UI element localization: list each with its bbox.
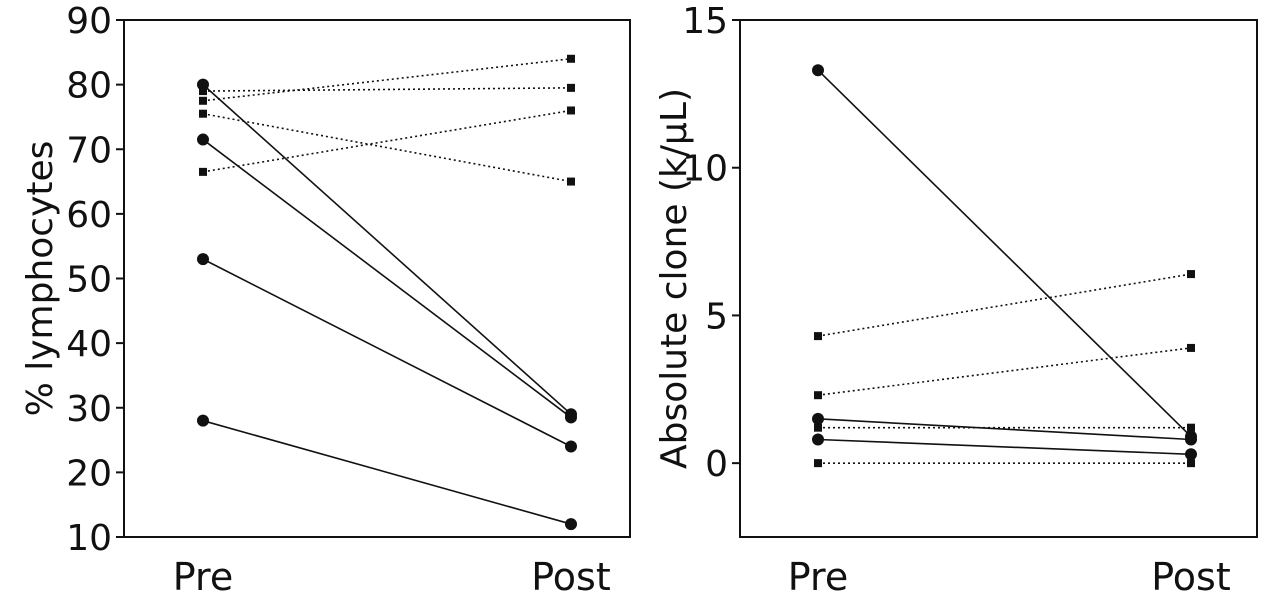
x-category-label: Post <box>531 555 611 599</box>
series-line-patient-6 <box>202 57 572 102</box>
y-tick-label: 10 <box>682 149 728 190</box>
panel-lymphocytes: 10 20 30 40 50 60 70 80 90 % lymphocytes Pre Post <box>20 1 631 599</box>
data-point-patient-4 <box>1187 270 1195 279</box>
series-line-patient-5 <box>202 87 572 92</box>
data-point-patient-4 <box>565 518 577 531</box>
series-line-patient-3 <box>817 438 1192 456</box>
series-line-patient-1 <box>817 69 1192 438</box>
y-tick-label: 5 <box>705 296 728 337</box>
data-point-patient-7 <box>814 459 822 468</box>
y-tick-label: 15 <box>682 1 728 42</box>
panel-absolute-clone: 0 5 10 15 Absolute clone (k/μL) Pre Post <box>654 1 1258 599</box>
y-axis-title: % lymphocytes <box>20 141 61 417</box>
data-point-patient-5 <box>814 391 822 400</box>
series-line-patient-4 <box>202 419 572 525</box>
series-line-patient-2 <box>202 138 572 419</box>
y-tick-label: 20 <box>66 453 112 494</box>
data-point-patient-3 <box>1185 448 1197 461</box>
data-point-patient-6 <box>567 54 575 63</box>
series-line-patient-1 <box>202 84 572 415</box>
y-tick-label: 0 <box>705 444 728 485</box>
data-point-patient-6 <box>1187 423 1195 432</box>
data-point-patient-8 <box>199 167 207 176</box>
data-point-patient-2 <box>565 411 577 424</box>
series-line-patient-3 <box>202 258 572 448</box>
y-tick-label: 50 <box>66 260 112 301</box>
data-point-patient-2 <box>1185 433 1197 446</box>
data-point-patient-5 <box>567 83 575 92</box>
y-tick-label: 90 <box>66 1 112 42</box>
y-axis-title: Absolute clone (k/μL) <box>654 88 695 469</box>
data-point-patient-5 <box>1187 343 1195 352</box>
y-tick-label: 30 <box>66 389 112 430</box>
series-line-patient-7 <box>202 112 572 183</box>
y-tick-label: 70 <box>66 130 112 171</box>
data-point-patient-8 <box>567 106 575 115</box>
data-point-patient-4 <box>197 414 209 427</box>
plot-frame <box>739 19 1258 538</box>
series-line-patient-2 <box>817 418 1192 441</box>
series-line-patient-4 <box>817 273 1192 337</box>
y-tick-label: 60 <box>66 195 112 236</box>
x-category-label: Post <box>1151 555 1231 599</box>
data-point-patient-6 <box>199 96 207 105</box>
y-tick-label: 80 <box>66 66 112 107</box>
data-point-patient-2 <box>812 412 824 425</box>
data-point-patient-4 <box>814 332 822 341</box>
data-point-patient-7 <box>567 177 575 186</box>
data-point-patient-3 <box>565 440 577 453</box>
data-point-patient-6 <box>814 423 822 432</box>
data-point-patient-1 <box>812 64 824 77</box>
series-line-patient-5 <box>817 347 1192 396</box>
series-line-patient-8 <box>202 109 572 173</box>
x-category-label: Pre <box>788 555 848 599</box>
data-point-patient-5 <box>199 87 207 96</box>
y-tick-label: 10 <box>66 518 112 559</box>
x-category-label: Pre <box>173 555 233 599</box>
data-point-patient-3 <box>812 433 824 446</box>
data-point-patient-7 <box>199 109 207 118</box>
data-point-patient-3 <box>197 253 209 266</box>
data-point-patient-7 <box>1187 459 1195 468</box>
y-tick-label: 40 <box>66 324 112 365</box>
data-point-patient-2 <box>197 133 209 146</box>
